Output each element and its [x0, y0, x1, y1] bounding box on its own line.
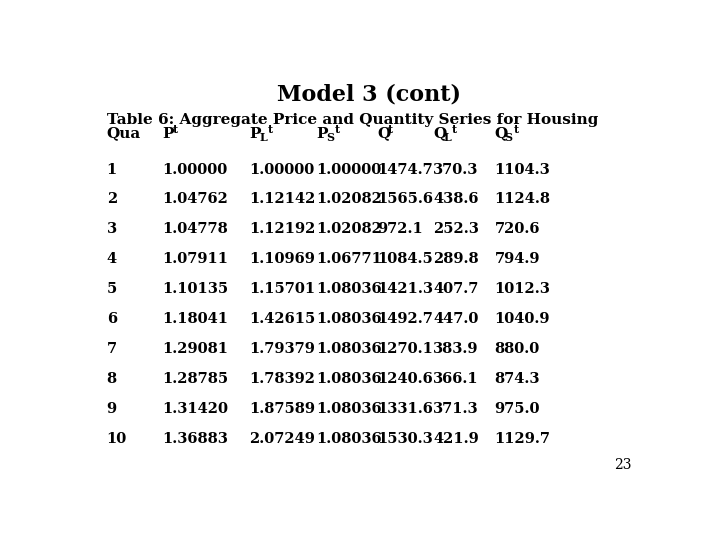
Text: 1.00000: 1.00000 — [249, 163, 314, 177]
Text: 1.00000: 1.00000 — [163, 163, 228, 177]
Text: t: t — [452, 124, 457, 134]
Text: 1.31420: 1.31420 — [163, 402, 228, 416]
Text: 252.3: 252.3 — [433, 222, 479, 237]
Text: 720.6: 720.6 — [495, 222, 540, 237]
Text: Qua: Qua — [107, 126, 141, 140]
Text: 1.42615: 1.42615 — [249, 312, 315, 326]
Text: Table 6: Aggregate Price and Quantity Series for Housing: Table 6: Aggregate Price and Quantity Se… — [107, 113, 598, 126]
Text: 1.02082: 1.02082 — [316, 192, 382, 206]
Text: 1.02082: 1.02082 — [316, 222, 382, 237]
Text: 1565.6: 1565.6 — [377, 192, 433, 206]
Text: 366.1: 366.1 — [433, 372, 479, 386]
Text: 1.08036: 1.08036 — [316, 282, 382, 296]
Text: t: t — [387, 124, 392, 134]
Text: t: t — [335, 124, 340, 134]
Text: L: L — [444, 132, 451, 143]
Text: 9: 9 — [107, 402, 117, 416]
Text: 1530.3: 1530.3 — [377, 432, 433, 446]
Text: 972.1: 972.1 — [377, 222, 423, 237]
Text: t: t — [268, 124, 273, 134]
Text: 1.08036: 1.08036 — [316, 432, 382, 446]
Text: 1.08036: 1.08036 — [316, 342, 382, 356]
Text: 1.06771: 1.06771 — [316, 252, 382, 266]
Text: 1.08036: 1.08036 — [316, 312, 382, 326]
Text: 371.3: 371.3 — [433, 402, 479, 416]
Text: 880.0: 880.0 — [495, 342, 540, 356]
Text: Q: Q — [495, 126, 508, 140]
Text: 1.10135: 1.10135 — [163, 282, 229, 296]
Text: 1.10969: 1.10969 — [249, 252, 315, 266]
Text: 23: 23 — [613, 458, 631, 472]
Text: L: L — [259, 132, 267, 143]
Text: 1.15701: 1.15701 — [249, 282, 315, 296]
Text: t: t — [173, 124, 178, 134]
Text: 2.07249: 2.07249 — [249, 432, 315, 446]
Text: P: P — [249, 126, 261, 140]
Text: 447.0: 447.0 — [433, 312, 479, 326]
Text: 1.07911: 1.07911 — [163, 252, 228, 266]
Text: 2: 2 — [107, 192, 117, 206]
Text: 1.79379: 1.79379 — [249, 342, 315, 356]
Text: P: P — [163, 126, 174, 140]
Text: 1270.1: 1270.1 — [377, 342, 433, 356]
Text: 1012.3: 1012.3 — [495, 282, 550, 296]
Text: 8: 8 — [107, 372, 117, 386]
Text: 975.0: 975.0 — [495, 402, 540, 416]
Text: 1.12142: 1.12142 — [249, 192, 315, 206]
Text: 874.3: 874.3 — [495, 372, 540, 386]
Text: 10: 10 — [107, 432, 127, 446]
Text: 1.08036: 1.08036 — [316, 402, 382, 416]
Text: 370.3: 370.3 — [433, 163, 479, 177]
Text: 1124.8: 1124.8 — [495, 192, 551, 206]
Text: t: t — [513, 124, 518, 134]
Text: 1.18041: 1.18041 — [163, 312, 228, 326]
Text: 1240.6: 1240.6 — [377, 372, 433, 386]
Text: 1492.7: 1492.7 — [377, 312, 433, 326]
Text: 3: 3 — [107, 222, 117, 237]
Text: 438.6: 438.6 — [433, 192, 479, 206]
Text: 1.78392: 1.78392 — [249, 372, 315, 386]
Text: 1: 1 — [107, 163, 117, 177]
Text: 1.87589: 1.87589 — [249, 402, 315, 416]
Text: 1.08036: 1.08036 — [316, 372, 382, 386]
Text: 1.36883: 1.36883 — [163, 432, 228, 446]
Text: 1.04778: 1.04778 — [163, 222, 228, 237]
Text: 6: 6 — [107, 312, 117, 326]
Text: 1421.3: 1421.3 — [377, 282, 433, 296]
Text: 4: 4 — [107, 252, 117, 266]
Text: S: S — [326, 132, 334, 143]
Text: 1129.7: 1129.7 — [495, 432, 551, 446]
Text: 1331.6: 1331.6 — [377, 402, 433, 416]
Text: 1.12192: 1.12192 — [249, 222, 315, 237]
Text: 289.8: 289.8 — [433, 252, 479, 266]
Text: P: P — [316, 126, 328, 140]
Text: 421.9: 421.9 — [433, 432, 479, 446]
Text: 1040.9: 1040.9 — [495, 312, 550, 326]
Text: 1084.5: 1084.5 — [377, 252, 433, 266]
Text: Q: Q — [433, 126, 446, 140]
Text: 1.29081: 1.29081 — [163, 342, 228, 356]
Text: 1.00000: 1.00000 — [316, 163, 382, 177]
Text: 7: 7 — [107, 342, 117, 356]
Text: 407.7: 407.7 — [433, 282, 479, 296]
Text: 1104.3: 1104.3 — [495, 163, 550, 177]
Text: 383.9: 383.9 — [433, 342, 479, 356]
Text: S: S — [505, 132, 513, 143]
Text: 5: 5 — [107, 282, 117, 296]
Text: Q: Q — [377, 126, 391, 140]
Text: 1474.7: 1474.7 — [377, 163, 433, 177]
Text: 794.9: 794.9 — [495, 252, 540, 266]
Text: Model 3 (cont): Model 3 (cont) — [277, 84, 461, 105]
Text: 1.28785: 1.28785 — [163, 372, 229, 386]
Text: 1.04762: 1.04762 — [163, 192, 228, 206]
